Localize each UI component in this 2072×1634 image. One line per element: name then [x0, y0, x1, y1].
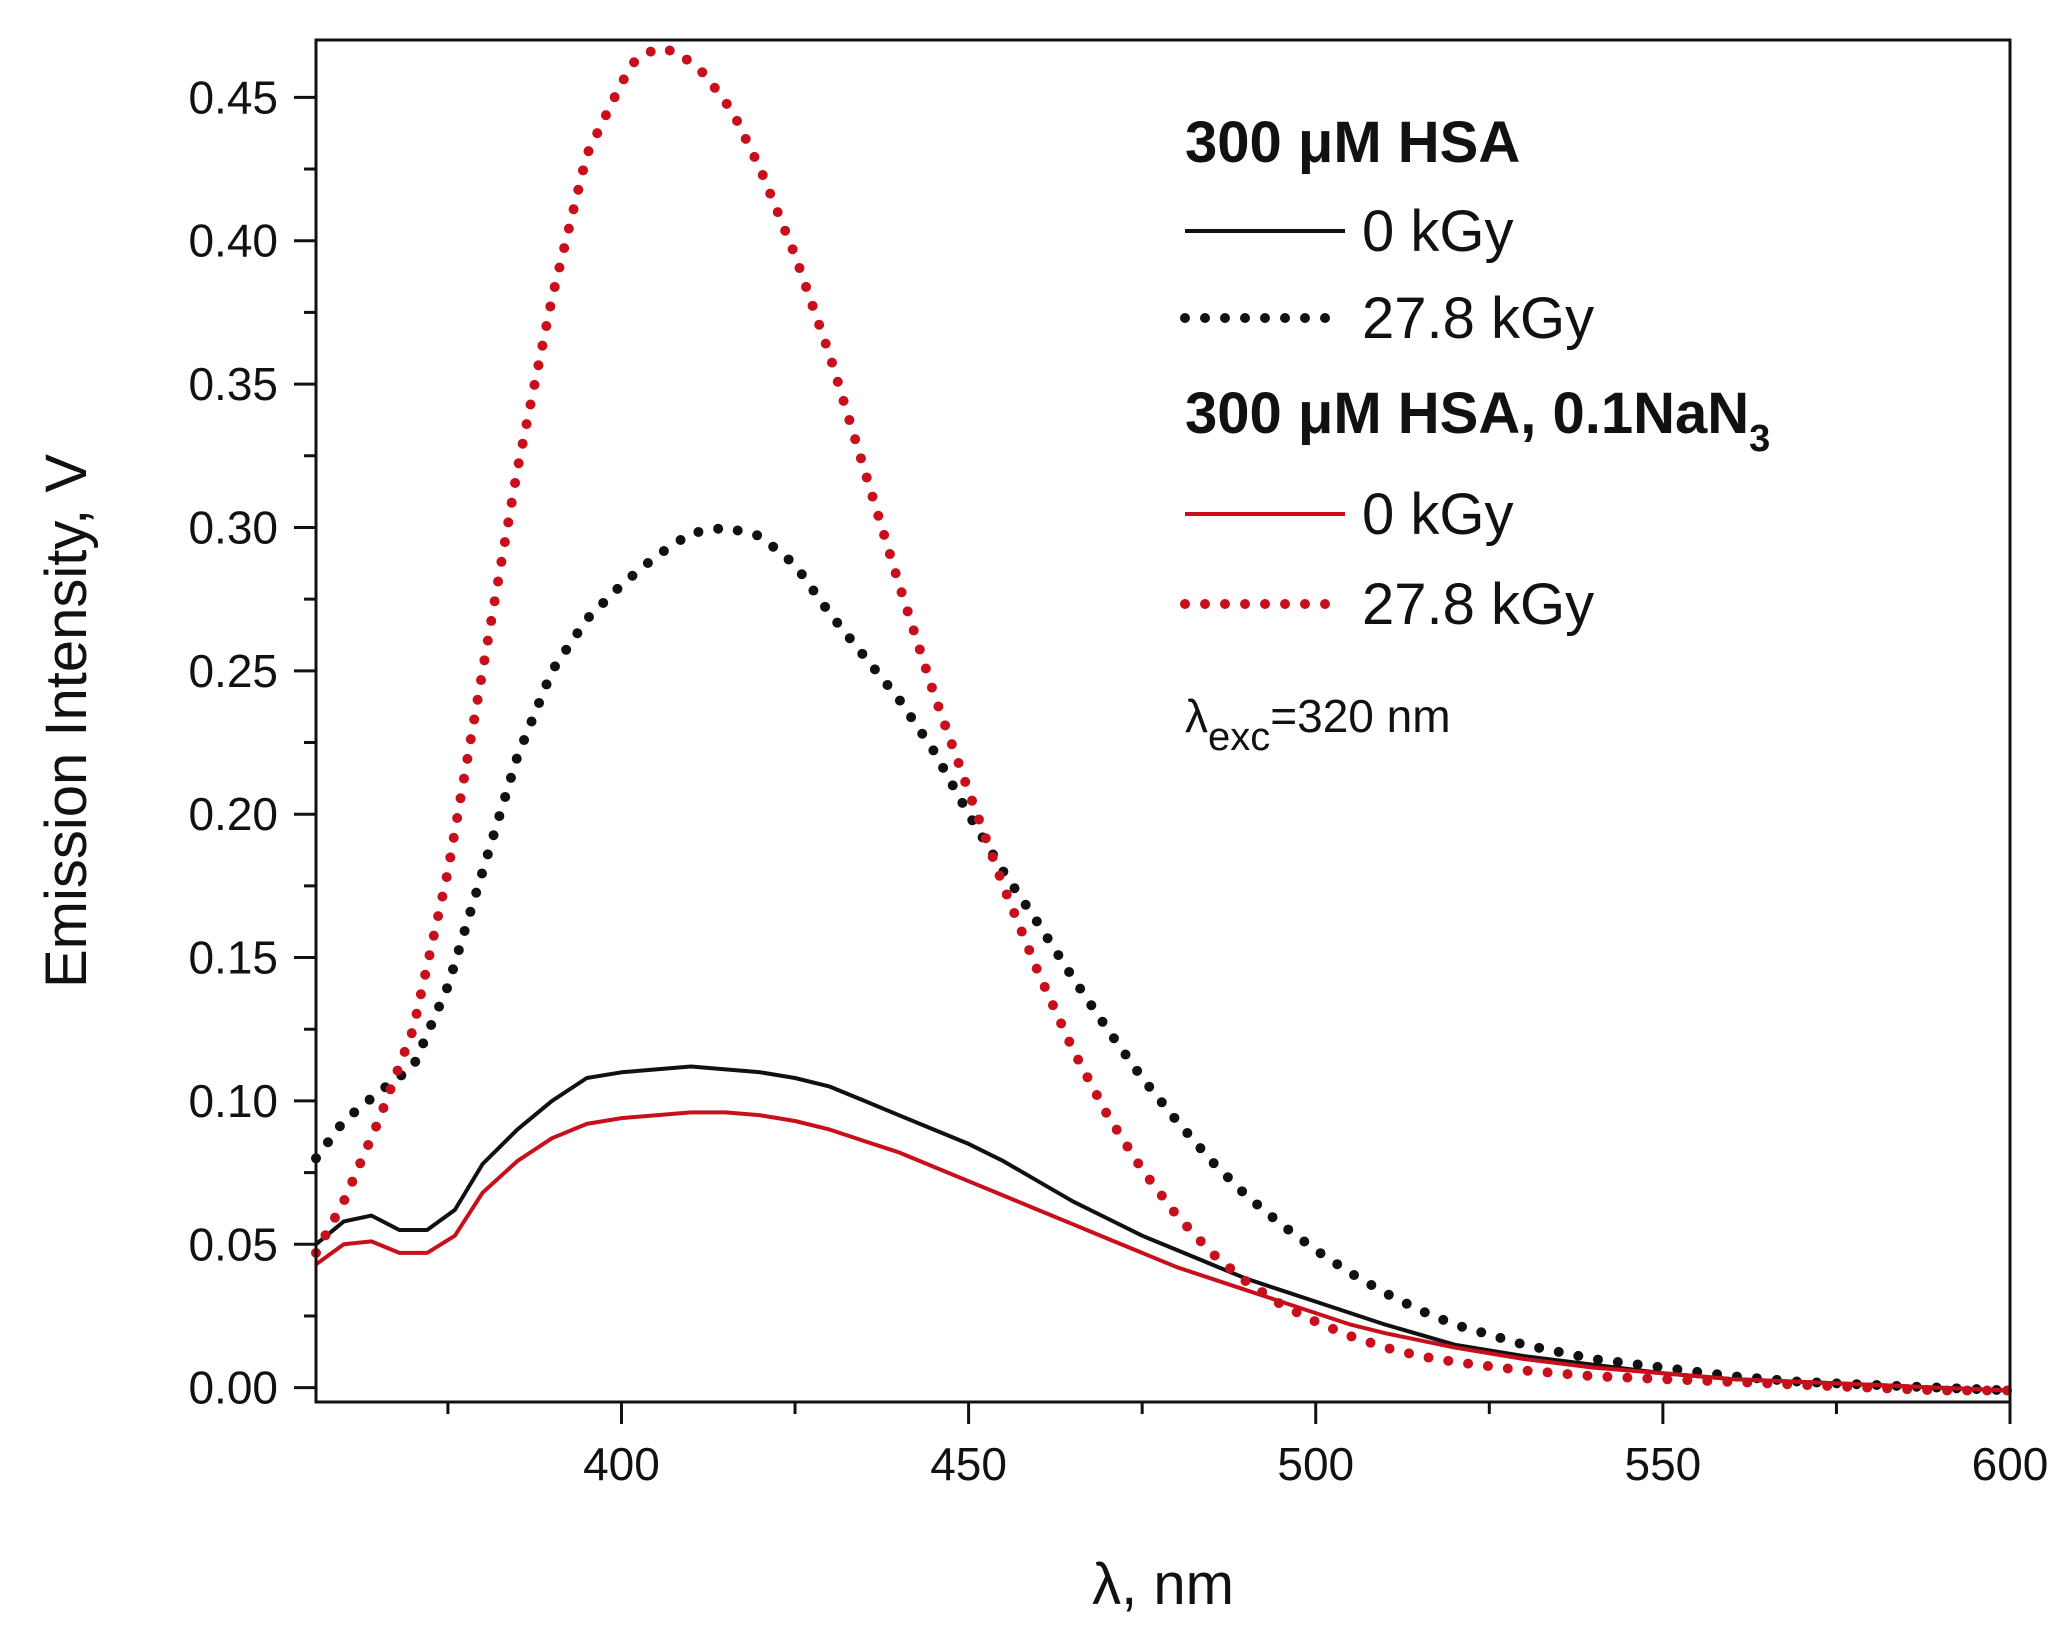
tick-layer: 400 450 500 550 600 0.00 0.05 0.10 0.15 0.20 0.25 0… — [188, 71, 2048, 1490]
series-layer — [311, 43, 2015, 1396]
y-tick-label: 0.20 — [188, 788, 278, 840]
legend-label-red-dotted: 27.8 kGy — [1362, 572, 1594, 637]
y-tick-label: 0.05 — [188, 1218, 278, 1270]
series-nan3-27-8kgy-dotted — [311, 43, 2015, 1396]
legend-label-black-solid: 0 kGy — [1362, 199, 1514, 264]
annotation-subscript: exc — [1208, 715, 1270, 759]
series-hsa-0kgy-solid — [314, 1064, 2011, 1393]
x-tick-label: 450 — [930, 1438, 1007, 1490]
legend-group2-title-subscript: 3 — [1749, 418, 1770, 460]
annotation-lambda: λ — [1185, 690, 1208, 742]
y-tick-label: 0.00 — [188, 1362, 278, 1414]
series-nan3-0kgy-solid — [314, 1110, 2011, 1393]
y-tick-label: 0.30 — [188, 501, 278, 553]
x-tick-label: 550 — [1624, 1438, 1701, 1490]
y-tick-label: 0.15 — [188, 932, 278, 984]
x-axis-title: λ, nm — [1092, 1552, 1234, 1617]
annotation-value: =320 nm — [1270, 690, 1450, 742]
x-tick-label: 500 — [1277, 1438, 1354, 1490]
legend-label-black-dotted: 27.8 kGy — [1362, 286, 1594, 351]
legend-group2-title: 300 μM HSA, 0.1NaN3 — [1185, 381, 1770, 460]
series-hsa-27-8kgy-dotted — [311, 522, 2015, 1396]
y-tick-label: 0.25 — [188, 645, 278, 697]
legend-label-red-solid: 0 kGy — [1362, 482, 1514, 547]
y-tick-label: 0.40 — [188, 215, 278, 267]
legend-group1-title: 300 μM HSA — [1185, 110, 1520, 175]
y-axis-title: Emission Intensity, V — [34, 454, 99, 988]
x-tick-label: 400 — [583, 1438, 660, 1490]
y-tick-label: 0.10 — [188, 1075, 278, 1127]
plot-frame — [314, 38, 2012, 1404]
legend: 300 μM HSA 0 kGy 27.8 kGy 300 μM HSA, 0.… — [1180, 110, 1770, 759]
x-tick-label: 600 — [1972, 1438, 2049, 1490]
excitation-wavelength-annotation: λexc=320 nm — [1185, 690, 1451, 759]
y-tick-label: 0.45 — [188, 71, 278, 123]
legend-group2-title-main: 300 μM HSA, 0.1NaN — [1185, 381, 1749, 446]
y-tick-label: 0.35 — [188, 358, 278, 410]
